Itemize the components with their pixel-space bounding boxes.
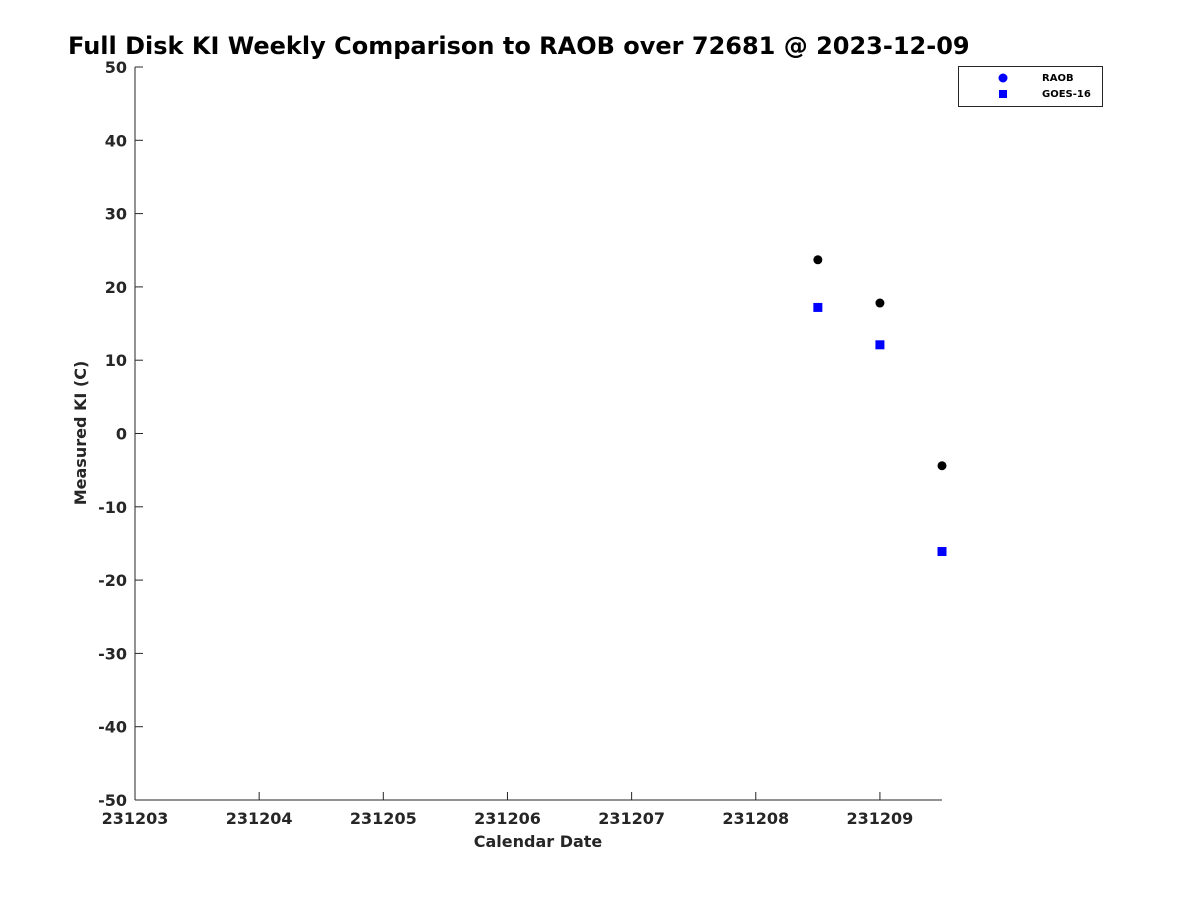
y-tick-label: -10	[98, 498, 127, 517]
y-tick-label: 30	[105, 205, 127, 224]
y-tick-label: 10	[105, 351, 127, 370]
legend-goes16-marker	[999, 90, 1007, 98]
legend-box	[958, 66, 1103, 107]
x-tick-label: 231203	[102, 809, 169, 828]
y-tick-label: 50	[105, 58, 127, 77]
x-axis-label: Calendar Date	[474, 832, 603, 851]
data-points	[813, 255, 947, 557]
y-tick-label: -30	[98, 644, 127, 663]
x-ticks: 231203 231204 231205 231206 231207 231208 2312…	[102, 792, 914, 828]
legend-goes16-label: GOES-16	[1042, 89, 1091, 100]
goes-16-point	[937, 547, 947, 557]
goes-16-point	[875, 340, 885, 350]
x-tick-label: 231204	[226, 809, 293, 828]
legend: RAOB GOES-16	[958, 66, 1103, 107]
y-tick-label: 20	[105, 278, 127, 297]
goes-16-point	[813, 302, 823, 312]
x-tick-label: 231207	[598, 809, 665, 828]
raob-point	[937, 461, 947, 471]
legend-raob-label: RAOB	[1042, 73, 1074, 84]
y-tick-label: 40	[105, 131, 127, 150]
legend-raob-marker	[998, 73, 1008, 83]
x-tick-label: 231208	[722, 809, 789, 828]
x-tick-label: 231209	[847, 809, 914, 828]
x-tick-label: 231205	[350, 809, 417, 828]
y-ticks: 50 40 30 20 10 0 -10 -20 -30 -40 -50	[98, 58, 143, 810]
y-tick-label: -20	[98, 571, 127, 590]
chart-title: Full Disk KI Weekly Comparison to RAOB o…	[68, 32, 970, 60]
raob-point	[813, 255, 823, 265]
y-axis-label: Measured KI (C)	[71, 361, 90, 506]
raob-point	[875, 298, 885, 308]
axes	[134, 67, 942, 801]
y-tick-label: -50	[98, 791, 127, 810]
y-tick-label: -40	[98, 718, 127, 737]
y-tick-label: 0	[116, 425, 127, 444]
x-tick-label: 231206	[474, 809, 541, 828]
